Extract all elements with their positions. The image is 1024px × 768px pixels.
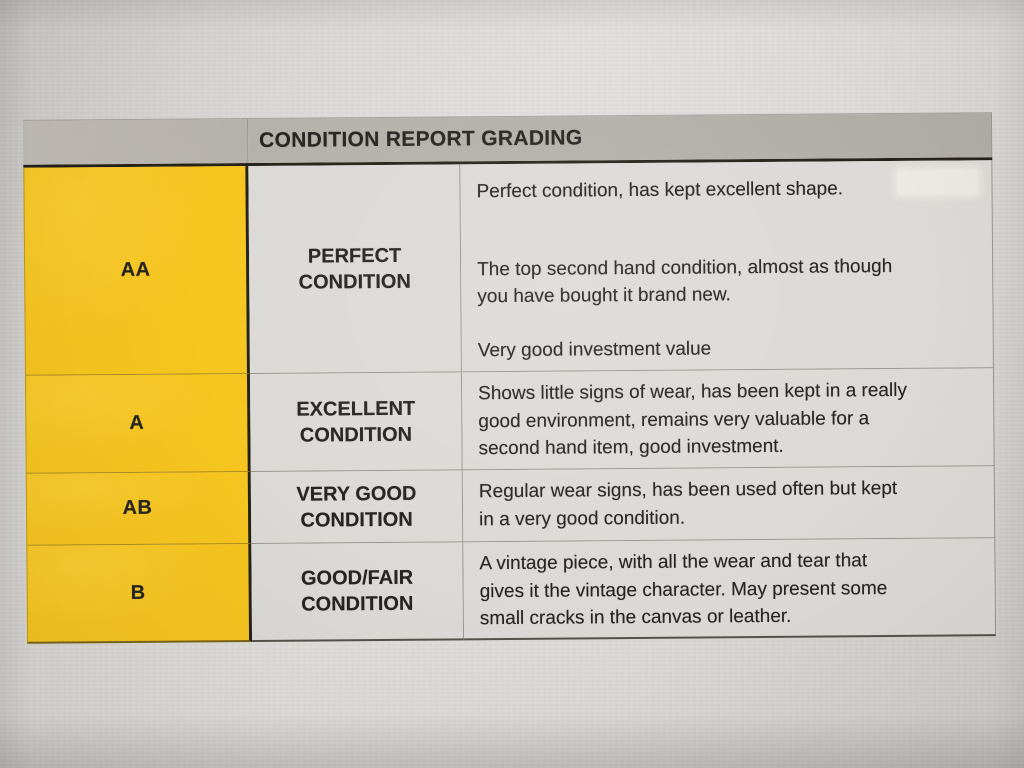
grade-cell: A: [24, 374, 251, 474]
condition-cell: GOOD/FAIR CONDITION: [251, 542, 465, 643]
condition-cell: PERFECT CONDITION: [248, 164, 462, 375]
grade-cell: AA: [23, 166, 250, 376]
table-header: CONDITION REPORT GRADING: [22, 112, 993, 168]
table-row-a: A EXCELLENT CONDITION Shows little signs…: [24, 368, 995, 474]
condition-grading-table: CONDITION REPORT GRADING AA PERFECT COND…: [22, 112, 997, 644]
condition-cell: EXCELLENT CONDITION: [249, 372, 463, 473]
table-row-aa: AA PERFECT CONDITION Perfect condition, …: [23, 160, 994, 376]
grade-cell: B: [26, 544, 253, 644]
header-spacer-cell: [22, 119, 249, 165]
description-cell: Shows little signs of wear, has been kep…: [461, 368, 995, 471]
description-paragraph: Shows little signs of wear, has been kep…: [478, 379, 907, 460]
table-title: CONDITION REPORT GRADING: [247, 113, 993, 164]
description-paragraph: A vintage piece, with all the wear and t…: [479, 550, 888, 630]
table-row-b: B GOOD/FAIR CONDITION A vintage piece, w…: [26, 538, 997, 644]
grade-cell: AB: [25, 472, 252, 546]
description-cell: Perfect condition, has kept excellent sh…: [460, 160, 994, 373]
table-row-ab: AB VERY GOOD CONDITION Regular wear sign…: [25, 466, 996, 546]
description-cell: A vintage piece, with all the wear and t…: [463, 538, 997, 641]
description-paragraph: Very good investment value: [477, 337, 712, 361]
description-cell: Regular wear signs, has been used often …: [462, 466, 996, 543]
description-paragraph: The top second hand condition, almost as…: [477, 255, 893, 308]
condition-cell: VERY GOOD CONDITION: [250, 470, 464, 545]
description-paragraph: Regular wear signs, has been used often …: [478, 477, 898, 530]
whiteout-patch: [897, 169, 978, 195]
